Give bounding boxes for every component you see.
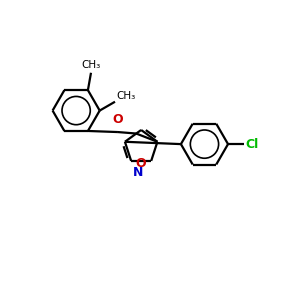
Text: Cl: Cl [246, 138, 259, 151]
Text: O: O [135, 157, 146, 170]
Text: CH₃: CH₃ [81, 60, 101, 70]
Text: CH₃: CH₃ [116, 91, 135, 100]
Text: N: N [133, 166, 143, 179]
Text: O: O [112, 112, 123, 126]
